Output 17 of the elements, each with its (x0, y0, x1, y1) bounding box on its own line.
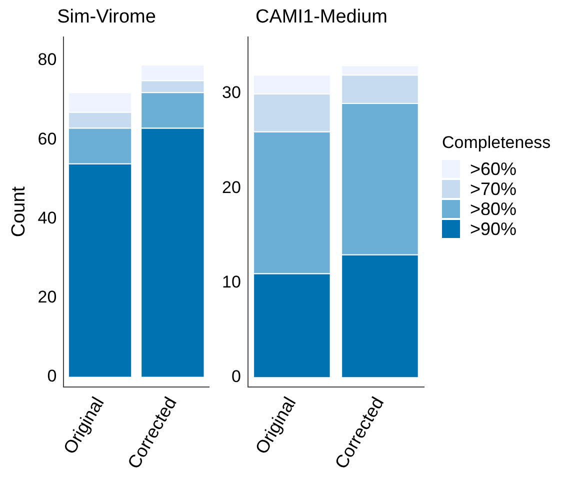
y-tick-label: 30 (222, 83, 241, 102)
legend-title: Completeness (442, 133, 551, 153)
chart-title: CAMI1-Medium (256, 6, 388, 28)
y-tick-label: 20 (38, 287, 57, 306)
y-tick-label: 80 (38, 50, 57, 70)
y-tick-label: 40 (38, 208, 57, 228)
legend-label: >80% (470, 198, 517, 220)
y-axis-title: Count (8, 186, 30, 238)
legend-label: >60% (470, 158, 517, 180)
chart-title: Sim-Virome (57, 6, 156, 28)
y-tick-label: 10 (222, 272, 241, 292)
y-tick-label: 0 (47, 366, 57, 386)
y-tick-label: 0 (231, 366, 241, 386)
legend-label: >70% (470, 178, 517, 200)
y-tick-label: 20 (222, 178, 241, 197)
y-tick-label: 60 (38, 129, 57, 148)
legend-label: >90% (470, 218, 517, 240)
